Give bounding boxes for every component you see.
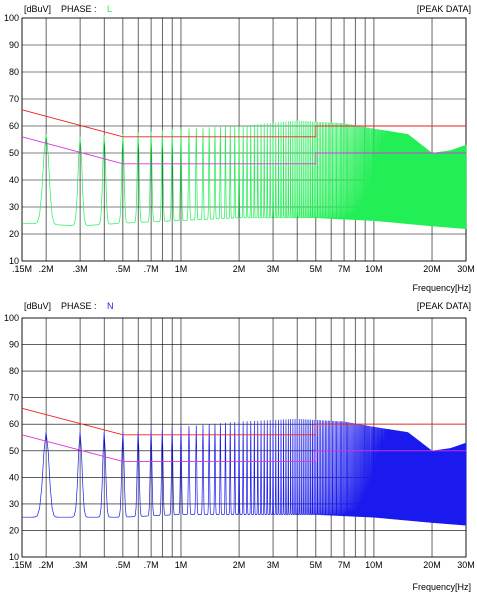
y-tick-label: 90 (9, 40, 19, 50)
x-tick-label: 5M (310, 264, 323, 274)
x-axis-label: Frequency[Hz] (412, 582, 471, 592)
x-tick-label: 5M (310, 560, 323, 570)
plot-frame (21, 17, 467, 262)
x-tick-label: 10M (365, 560, 383, 570)
limit-line-avg (21, 434, 466, 462)
x-tick-label: .5M (115, 264, 130, 274)
x-tick-label: .15M (12, 264, 32, 274)
y-tick-label: 90 (9, 340, 19, 350)
phase-label: PHASE : (61, 4, 97, 14)
x-tick-label: 20M (423, 560, 441, 570)
y-tick-label: 40 (9, 175, 19, 185)
x-tick-label: 1M (175, 560, 188, 570)
plot-area-n: 10 20 30 40 50 60 70 80 90 100 .15M .2M .3M .5M .7M 1M 2… (4, 313, 475, 570)
measurement-trace (22, 418, 467, 526)
y-tick-label: 100 (4, 13, 19, 23)
y-tick-label: 50 (9, 148, 19, 158)
x-tick-label: 7M (338, 264, 351, 274)
y-tick-label: 20 (9, 525, 19, 535)
x-tick-label: 20M (423, 264, 441, 274)
x-tick-label: .2M (39, 264, 54, 274)
y-unit-label: [dBuV] (24, 4, 51, 14)
y-tick-label: 20 (9, 229, 19, 239)
x-tick-label: 3M (267, 560, 280, 570)
limit-line-avg (21, 136, 466, 165)
y-tick-label: 60 (9, 419, 19, 429)
y-tick-label: 30 (9, 499, 19, 509)
y-tick-label: 80 (9, 366, 19, 376)
phase-label: PHASE : (61, 301, 97, 311)
y-tick-label: 70 (9, 94, 19, 104)
y-tick-label: 60 (9, 121, 19, 131)
x-tick-label: 30M (457, 264, 475, 274)
y-tick-label: 50 (9, 446, 19, 456)
y-tick-label: 10 (9, 256, 19, 266)
y-tick-label: 70 (9, 393, 19, 403)
measurement-trace (21, 120, 467, 229)
x-tick-label: 2M (233, 264, 246, 274)
plot-area-l: 10 20 30 40 50 60 70 80 90 100 .15M .2M .3M .5M .7M 1M 2… (4, 13, 475, 274)
y-tick-label: 40 (9, 472, 19, 482)
x-tick-label: 7M (338, 560, 351, 570)
x-tick-label: 2M (233, 560, 246, 570)
mode-label: [PEAK DATA] (417, 4, 471, 14)
mode-label: [PEAK DATA] (417, 301, 471, 311)
x-tick-label: 30M (457, 560, 475, 570)
plot-frame (21, 317, 467, 558)
x-tick-label: .2M (39, 560, 54, 570)
y-unit-label: [dBuV] (24, 301, 51, 311)
x-tick-label: .15M (12, 560, 32, 570)
chart-panel-n: [dBuV] PHASE : N [PEAK DATA] Frequency[H… (4, 301, 475, 592)
chart-panel-l: [dBuV] PHASE : L [PEAK DATA] Frequency[H… (4, 4, 475, 293)
limit-line-qp (21, 109, 466, 138)
x-axis-label: Frequency[Hz] (412, 283, 471, 293)
y-tick-label: 10 (9, 552, 19, 562)
x-tick-label: .3M (73, 264, 88, 274)
phase-value: L (107, 4, 112, 14)
x-tick-label: 3M (267, 264, 280, 274)
y-tick-label: 80 (9, 67, 19, 77)
phase-value: N (107, 301, 114, 311)
x-tick-label: .3M (73, 560, 88, 570)
y-tick-label: 100 (4, 313, 19, 323)
y-tick-label: 30 (9, 202, 19, 212)
x-tick-label: .7M (144, 264, 159, 274)
x-tick-label: .5M (115, 560, 130, 570)
limit-line-qp (21, 407, 466, 436)
x-tick-label: 10M (365, 264, 383, 274)
x-tick-label: .7M (144, 560, 159, 570)
x-tick-label: 1M (175, 264, 188, 274)
